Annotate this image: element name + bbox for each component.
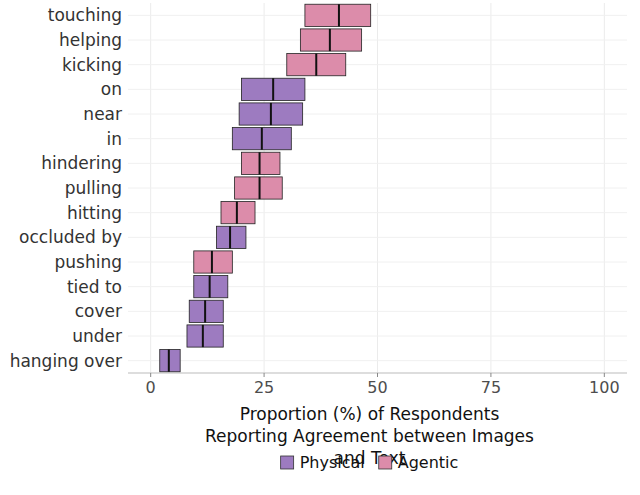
grid-line-category — [128, 138, 627, 139]
x-tick-label: 0 — [146, 378, 156, 397]
marks — [160, 4, 371, 372]
category-label: hanging over — [10, 351, 122, 371]
category-label: under — [72, 326, 122, 346]
x-tick-label: 25 — [254, 378, 274, 397]
interval-box — [189, 300, 223, 322]
category-label: pulling — [65, 178, 122, 198]
mean-line — [168, 350, 170, 372]
mean-line — [202, 325, 204, 347]
mean-line — [261, 128, 263, 150]
grid-line-category — [128, 212, 627, 213]
x-axis-label: Proportion (%) of RespondentsReporting A… — [205, 404, 534, 468]
x-tick — [150, 373, 151, 377]
grid-line-category — [128, 15, 627, 16]
mean-line — [209, 276, 211, 298]
category-label: hindering — [41, 153, 122, 173]
mean-line — [204, 300, 206, 322]
category-label: cover — [75, 301, 122, 321]
interval-box — [241, 78, 305, 100]
grid-line-category — [128, 40, 627, 41]
interval-box — [187, 325, 223, 347]
category-label: in — [107, 129, 123, 149]
mean-line — [270, 103, 272, 125]
category-label: touching — [48, 5, 122, 25]
x-tick — [377, 373, 378, 377]
category-label: helping — [59, 30, 122, 50]
interval-box — [160, 350, 180, 372]
category-label: pushing — [55, 252, 123, 272]
x-axis-label-line: Proportion (%) of Respondents — [240, 404, 500, 424]
mean-line — [211, 251, 213, 273]
interval-box — [221, 202, 255, 224]
interval-box — [235, 177, 283, 199]
x-tick-label: 50 — [367, 378, 387, 397]
interval-box — [194, 276, 228, 298]
chart: 0 25 50 75 100 touching helping kicking on near in… — [0, 0, 640, 495]
x-axis-label-line: Reporting Agreement between Images — [205, 426, 534, 446]
mean-line — [259, 152, 261, 174]
category-label: kicking — [62, 55, 122, 75]
mean-line — [329, 29, 331, 51]
x-tick — [604, 373, 605, 377]
mean-line — [272, 78, 274, 100]
category-label: hitting — [67, 203, 122, 223]
mean-line — [236, 202, 238, 224]
legend-swatch — [281, 456, 294, 469]
interval-box — [232, 128, 291, 150]
grid-line-category — [128, 163, 627, 164]
legend: Physical Agentic — [281, 453, 459, 472]
interval-box — [300, 29, 361, 51]
mean-line — [259, 177, 261, 199]
x-tick — [264, 373, 265, 377]
grid-line-category — [128, 237, 627, 238]
category-label: occluded by — [19, 227, 122, 247]
legend-swatch — [379, 456, 392, 469]
category-label: near — [83, 104, 122, 124]
mean-line — [338, 4, 340, 26]
x-tick — [490, 373, 491, 377]
legend-label: Physical — [300, 453, 365, 472]
grid-line-category — [128, 89, 627, 90]
interval-box — [287, 54, 346, 76]
mean-line — [229, 226, 231, 248]
category-label: on — [101, 79, 122, 99]
grid-line-category — [128, 188, 627, 189]
grid-line-category — [128, 114, 627, 115]
interval-box — [194, 251, 233, 273]
grid-line-category — [128, 360, 627, 361]
grid-line-category — [128, 64, 627, 65]
x-tick-label: 75 — [481, 378, 501, 397]
x-tick-label: 100 — [589, 378, 620, 397]
interval-box — [216, 226, 245, 248]
category-label: tied to — [67, 277, 122, 297]
interval-box — [241, 152, 280, 174]
interval-box — [305, 4, 371, 26]
interval-box — [239, 103, 303, 125]
legend-label: Agentic — [398, 453, 459, 472]
mean-line — [315, 54, 317, 76]
